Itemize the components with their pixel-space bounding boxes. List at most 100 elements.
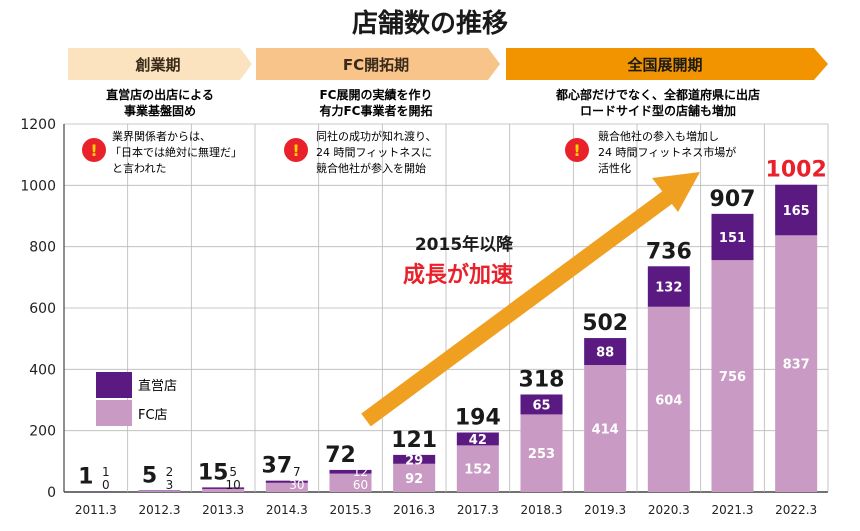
phase-desc-line: 事業基盤固め [124, 103, 196, 118]
data-label-fc: 253 [528, 447, 555, 462]
data-label-direct: 12 [353, 465, 368, 479]
bar-fc [265, 482, 308, 492]
note-line: と言われた [112, 162, 166, 175]
x-tick-label: 2015.3 [330, 503, 372, 517]
phase-note-national: ! 競合他社の参入も増加し 24 時間フィットネス市場が 活性化 [565, 129, 736, 175]
legend-label-direct: 直営店 [138, 379, 177, 394]
y-tick-label: 600 [29, 301, 56, 317]
data-label-direct: 29 [405, 453, 423, 468]
phase-desc-line: 都心部だけでなく、全都道府県に出店 [555, 87, 760, 102]
phase-label: 創業期 [134, 56, 180, 74]
data-label-direct: 1 [102, 465, 110, 479]
data-label-fc: 60 [353, 478, 368, 492]
warning-icon [284, 138, 308, 162]
y-tick-label: 1200 [20, 117, 56, 133]
data-label-total: 194 [455, 406, 501, 431]
bar-direct [138, 490, 181, 492]
bar-direct [647, 266, 690, 307]
phase-desc-line: 直営店の出店による [106, 87, 214, 102]
bar-fc [775, 235, 818, 492]
annotation-line1: 2015年以降 [415, 234, 514, 255]
data-label-fc: 837 [783, 358, 810, 373]
phase-banner-fc: FC開拓期 [256, 48, 500, 80]
legend-label-fc: FC店 [138, 408, 168, 423]
y-axis: 0 200 400 600 800 1000 1200 [20, 117, 56, 501]
bar-fc [329, 473, 372, 492]
data-label-fc: 3 [166, 478, 174, 492]
x-tick-label: 2011.3 [75, 503, 117, 517]
x-tick-label: 2019.3 [584, 503, 626, 517]
x-tick-label: 2014.3 [266, 503, 308, 517]
y-tick-label: 800 [29, 240, 56, 256]
bar-fc [584, 365, 627, 492]
data-label-total: 736 [646, 239, 692, 264]
bar-direct [584, 338, 627, 366]
warning-icon [565, 138, 589, 162]
note-line: 活性化 [598, 161, 631, 175]
data-label-fc: 30 [289, 478, 304, 492]
note-line: 「日本では絶対に無理だ」 [110, 145, 242, 159]
data-label-total: 502 [582, 311, 628, 336]
bar-direct [202, 487, 245, 489]
bar-direct [775, 184, 818, 236]
bar-direct [393, 454, 436, 464]
note-line: 24 時間フィットネスに [316, 146, 432, 159]
data-label-fc: 92 [405, 472, 423, 487]
x-tick-label: 2018.3 [521, 503, 563, 517]
data-label-total: 72 [325, 443, 356, 468]
data-label-direct: 2 [166, 465, 174, 479]
note-line: 競合他社が参入を開始 [316, 161, 426, 175]
phase-label: FC開拓期 [343, 56, 409, 74]
data-label-fc: 152 [464, 463, 491, 478]
note-line: 業界関係者からは、 [112, 130, 211, 143]
phase-note-fc: ! 同社の成功が知れ渡り、 24 時間フィットネスに 競合他社が参入を開始 [284, 129, 437, 175]
data-label-fc: 10 [226, 478, 241, 492]
y-tick-label: 0 [47, 485, 56, 501]
data-label-total: 318 [519, 367, 565, 392]
data-label-fc: 604 [655, 393, 682, 408]
phase-note-founding: ! 業界関係者からは、 「日本では絶対に無理だ」 と言われた [82, 130, 242, 175]
chart-title: 店舗数の推移 [352, 9, 508, 39]
bar-fc [393, 463, 436, 492]
arrow-head-icon [652, 172, 700, 212]
y-tick-label: 400 [29, 362, 56, 378]
note-line: 同社の成功が知れ渡り、 [316, 129, 437, 143]
data-label-fc: 414 [592, 423, 619, 438]
bar-fc [138, 491, 181, 492]
legend-swatch-fc [96, 400, 132, 426]
warning-mark: ! [573, 141, 580, 160]
phase-desc-line: 有力FC事業者を開拓 [319, 103, 432, 118]
phase-label: 全国展開期 [626, 56, 702, 74]
x-axis: 2011.3 2012.3 2013.3 2014.3 2015.3 2016.3 2017… [75, 503, 817, 517]
x-tick-label: 2016.3 [393, 503, 435, 517]
data-label-fc: 756 [719, 370, 746, 385]
grid [63, 123, 829, 493]
data-label-total: 121 [391, 428, 437, 453]
bar-fc [456, 445, 499, 492]
warning-mark: ! [90, 141, 97, 160]
y-tick-label: 1000 [20, 178, 56, 194]
phase-banner-national: 全国展開期 [506, 48, 828, 80]
x-tick-label: 2017.3 [457, 503, 499, 517]
x-tick-label: 2021.3 [712, 503, 754, 517]
data-label-total: 15 [198, 460, 229, 485]
x-tick-label: 2020.3 [648, 503, 690, 517]
bar-direct [265, 480, 308, 483]
bar-direct [711, 213, 754, 261]
legend-swatch-direct [96, 372, 132, 398]
bar-fc [647, 306, 690, 492]
x-tick-label: 2022.3 [775, 503, 817, 517]
data-label-total: 1002 [766, 158, 827, 183]
data-label-direct: 132 [655, 281, 682, 296]
note-line: 24 時間フィットネス市場が [598, 145, 736, 159]
bar-fc [202, 488, 245, 492]
data-label-fc: 0 [102, 478, 110, 492]
data-label-total: 1 [78, 465, 93, 490]
data-label-total: 907 [710, 187, 756, 212]
data-label-direct: 151 [719, 231, 746, 246]
data-label-direct: 42 [469, 433, 487, 448]
data-label-direct: 5 [229, 465, 237, 479]
data-label-direct: 88 [596, 346, 614, 361]
